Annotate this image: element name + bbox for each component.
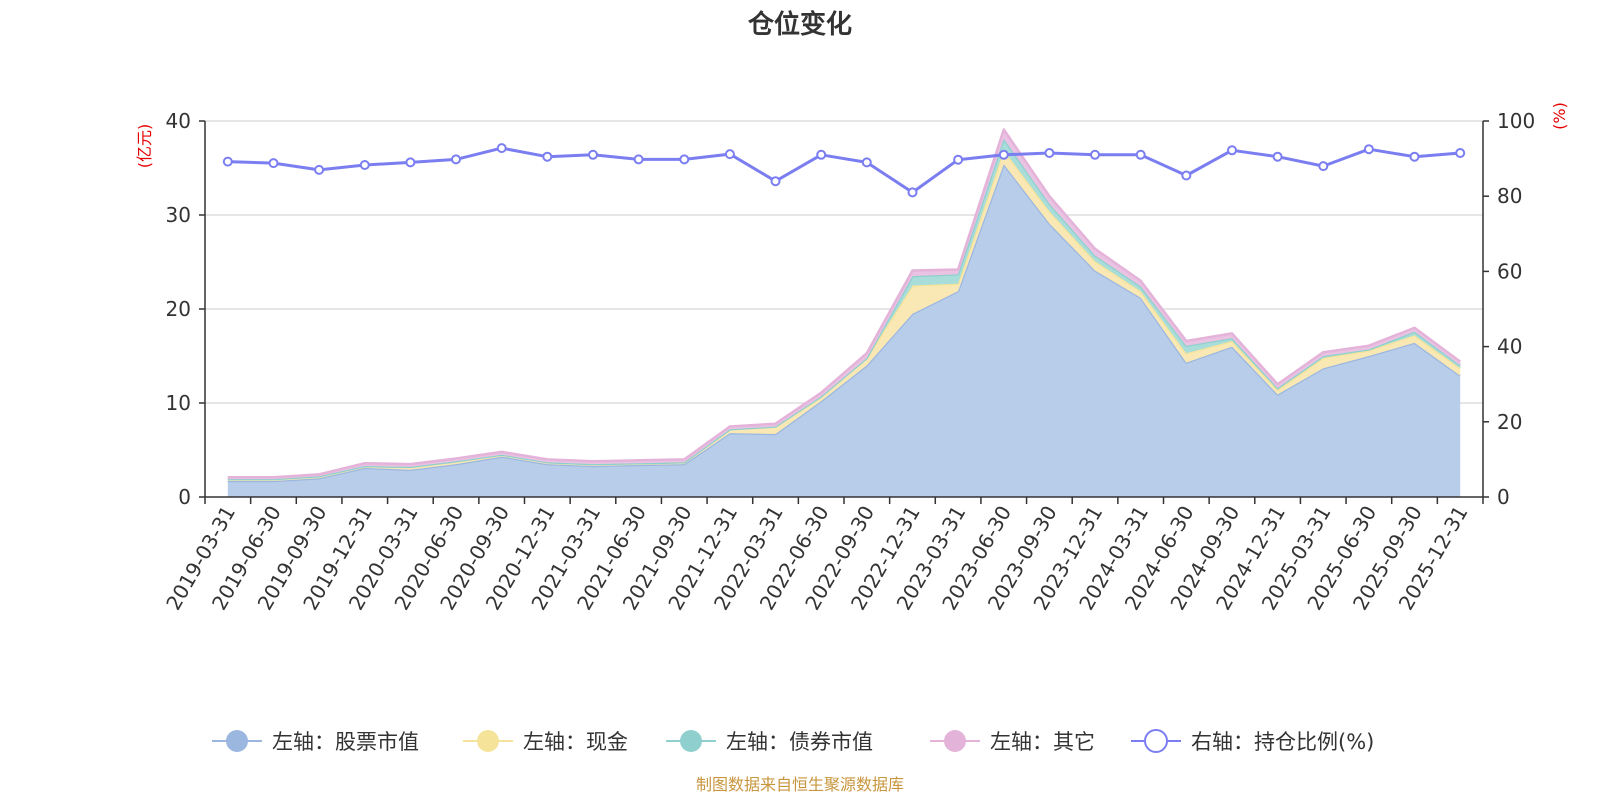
ratio-point xyxy=(359,160,370,170)
right-tick-label: 80 xyxy=(1497,184,1522,208)
right-tick-label: 60 xyxy=(1497,259,1522,283)
ratio-line xyxy=(222,143,1466,198)
ratio-line-path xyxy=(227,146,1461,194)
legend: 左轴：股票市值 左轴：现金 左轴：债券市值 左轴：其它 右轴：持仓比例(%) xyxy=(212,729,1374,754)
ratio-point xyxy=(1272,151,1283,162)
legend-label: 左轴：其它 xyxy=(990,730,1095,754)
ratio-point xyxy=(633,154,644,165)
left-tick-label: 0 xyxy=(178,485,191,509)
legend-label: 左轴：股票市值 xyxy=(272,730,419,754)
ratio-point xyxy=(998,149,1009,160)
legend-marker xyxy=(477,730,499,752)
legend-marker xyxy=(226,730,248,752)
right-tick-label: 20 xyxy=(1497,410,1522,434)
ratio-point xyxy=(724,149,735,160)
stacked-areas xyxy=(227,128,1461,497)
right-tick-label: 100 xyxy=(1497,109,1535,133)
ratio-point xyxy=(1090,149,1100,160)
ratio-point xyxy=(816,149,827,160)
ratio-point xyxy=(1227,145,1237,156)
ratio-point xyxy=(588,149,598,160)
ratio-point xyxy=(451,154,461,165)
ratio-point xyxy=(1455,148,1466,158)
chart-title: 仓位变化 xyxy=(747,9,852,40)
ratio-point xyxy=(1181,170,1192,181)
left-tick-label: 40 xyxy=(166,109,191,133)
right-axis-unit: (%) xyxy=(1550,102,1569,130)
legend-marker xyxy=(944,730,966,752)
ratio-point xyxy=(861,157,872,168)
legend-marker xyxy=(1144,729,1168,753)
ratio-point xyxy=(679,154,690,165)
area-edge-4 xyxy=(227,128,1461,479)
ratio-point xyxy=(405,157,416,168)
ratio-point xyxy=(222,156,233,167)
right-tick-label: 0 xyxy=(1497,485,1510,509)
legend-marker xyxy=(680,730,702,752)
ratio-point xyxy=(1135,149,1146,160)
left-tick-label: 10 xyxy=(166,391,191,415)
ratio-point xyxy=(953,154,964,165)
ratio-point xyxy=(907,187,918,198)
ratio-point xyxy=(542,151,553,162)
ratio-point xyxy=(770,176,781,187)
area-series-1 xyxy=(227,164,1461,497)
source-note: 制图数据来自恒生聚源数据库 xyxy=(696,775,904,794)
right-tick-label: 40 xyxy=(1497,335,1522,359)
ratio-point xyxy=(1044,148,1055,158)
ratio-point xyxy=(1363,144,1374,155)
legend-label: 右轴：持仓比例(%) xyxy=(1191,730,1374,754)
ratio-point xyxy=(496,143,507,154)
left-axis-unit: (亿元) xyxy=(135,124,154,169)
left-tick-label: 30 xyxy=(166,203,191,227)
legend-label: 左轴：现金 xyxy=(523,730,628,754)
left-tick-label: 20 xyxy=(166,297,191,321)
legend-label: 左轴：债券市值 xyxy=(726,730,873,754)
ratio-point xyxy=(1409,151,1420,162)
ratio-point xyxy=(1318,161,1329,172)
ratio-point xyxy=(268,158,279,169)
ratio-point xyxy=(314,164,325,175)
